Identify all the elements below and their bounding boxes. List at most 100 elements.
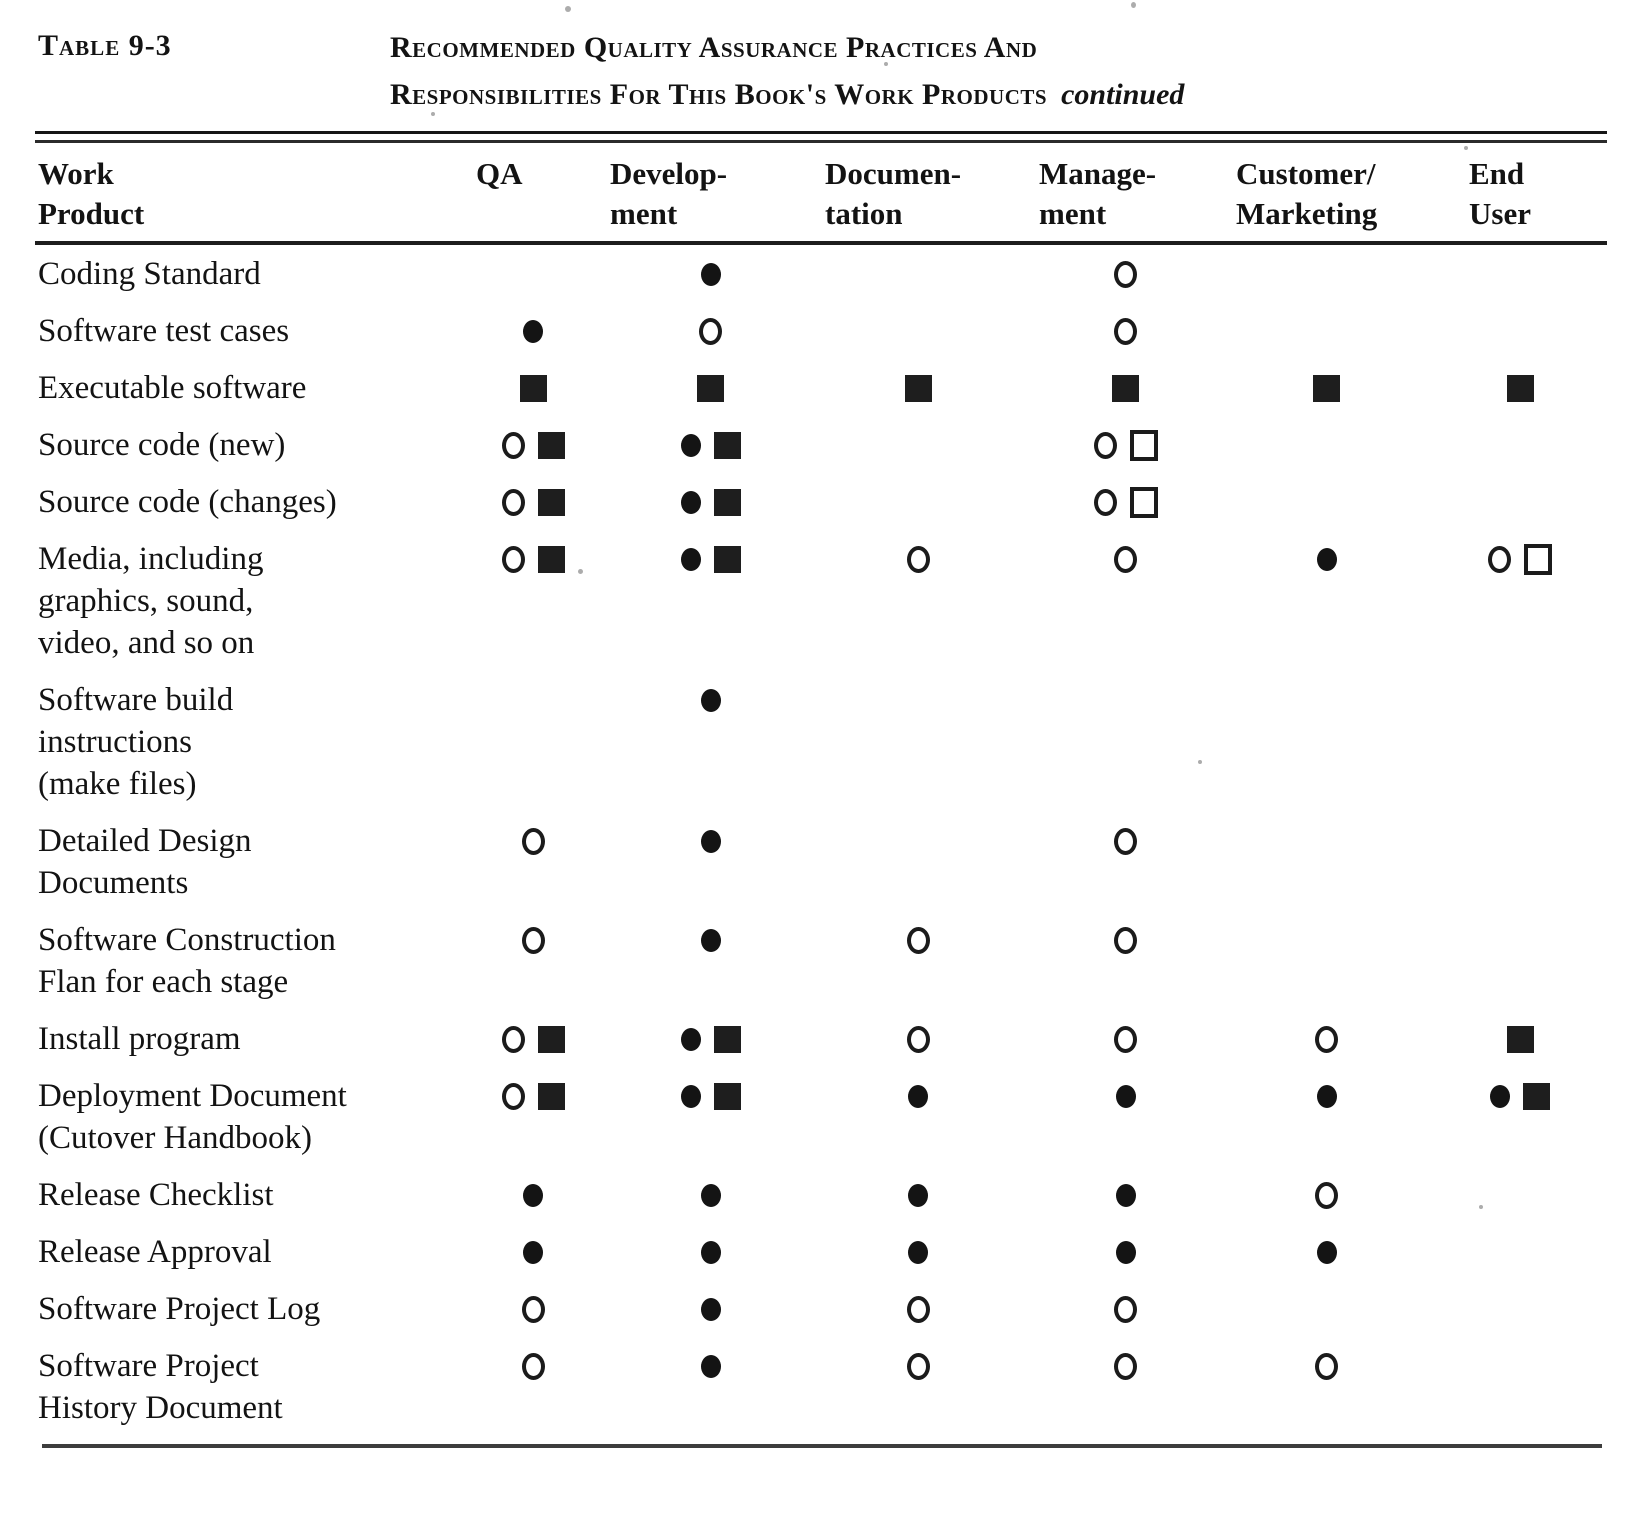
symbol-cell-end [1425,253,1615,295]
circle-open-icon [521,827,545,855]
table-row: Software Project Log [38,1288,1642,1330]
symbol-cell-qa [458,538,608,580]
symbol-cell-dev [608,820,813,862]
table-row: Software test cases [38,310,1642,352]
square-filled-icon [537,1082,565,1110]
symbol-cell-doc [813,919,1023,961]
header-rule [35,241,1607,245]
table-row: Source code (changes) [38,481,1642,523]
symbol-cell-qa [458,481,608,523]
circle-open-icon [1114,1352,1137,1380]
circle-open-icon [1315,1181,1338,1209]
symbol-cell-end [1425,1345,1615,1387]
column-header-development: Develop- ment [610,156,728,231]
symbol-cell-end [1425,820,1615,862]
work-product-name: Software build instructions (make files) [38,682,234,802]
table-row: Media, including graphics, sound, video,… [38,538,1642,664]
square-filled-icon [537,431,565,459]
table-row: Detailed Design Documents [38,820,1642,904]
circle-open-icon [501,431,525,459]
symbol-cell-dev [608,1231,813,1273]
table-title-line2-wrap: Responsibilities For This Book's Work Pr… [390,71,1184,118]
circle-filled-icon [1115,1240,1136,1264]
symbol-cell-dev [608,481,813,523]
symbol-cell-doc [813,1018,1023,1060]
circle-filled-icon [1490,1084,1510,1108]
scan-speckle [884,62,888,66]
circle-open-icon [1093,431,1117,459]
symbol-cell-mgmt [1023,820,1228,862]
symbol-cell-doc [813,820,1023,862]
work-product-name: Source code (changes) [38,484,337,520]
square-filled-icon [1313,374,1340,402]
circle-open-icon [1114,260,1137,288]
table-row: Release Checklist [38,1174,1642,1216]
circle-open-icon [1114,1025,1137,1053]
symbol-cell-cust [1228,1288,1425,1330]
circle-filled-icon [680,547,701,571]
symbol-cell-dev [608,919,813,961]
symbol-cell-dev [608,1018,813,1060]
symbol-cell-cust [1228,1075,1425,1117]
circle-filled-icon [700,262,721,286]
symbol-cell-dev [608,310,813,352]
table-number-label: Table 9-3 [38,29,172,62]
work-product-name: Detailed Design Documents [38,823,252,901]
table-row: Source code (new) [38,424,1642,466]
circle-open-icon [1093,488,1117,516]
circle-open-icon [501,488,525,516]
symbol-cell-qa [458,1018,608,1060]
scan-speckle [565,6,571,12]
symbol-cell-mgmt [1023,1288,1228,1330]
symbol-cell-end [1425,310,1615,352]
square-filled-icon [713,488,741,516]
symbol-cell-dev [608,1174,813,1216]
square-open-icon [1129,486,1158,518]
symbol-cell-doc [813,1174,1023,1216]
circle-filled-icon [1115,1084,1136,1108]
symbol-cell-qa [458,253,608,295]
symbol-cell-doc [813,1345,1023,1387]
symbol-cell-mgmt [1023,1018,1228,1060]
column-header-documentation: Documen- tation [825,156,962,231]
symbol-cell-dev [608,253,813,295]
table-row: Software build instructions (make files) [38,679,1642,805]
work-product-name: Software Project History Document [38,1348,283,1426]
symbol-cell-cust [1228,1018,1425,1060]
circle-filled-icon [1316,547,1337,571]
table-title: Recommended Quality Assurance Practices … [390,24,1184,118]
column-header-qa: QA [476,156,523,191]
table-row: Deployment Document (Cutover Handbook) [38,1075,1642,1159]
symbol-cell-mgmt [1023,919,1228,961]
circle-filled-icon [700,1354,721,1378]
table-row: Release Approval [38,1231,1642,1273]
symbol-cell-mgmt [1023,1231,1228,1273]
title-block: Table 9-3 Recommended Quality Assurance … [38,24,1642,118]
circle-open-icon [906,1352,930,1380]
symbol-cell-doc [813,538,1023,580]
bottom-rule [42,1444,1602,1448]
circle-open-icon [1114,317,1137,345]
scanned-page: Table 9-3 Recommended Quality Assurance … [35,24,1642,1448]
symbol-cell-doc [813,253,1023,295]
circle-filled-icon [908,1240,928,1264]
square-filled-icon [1112,374,1139,402]
square-open-icon [1524,543,1552,575]
symbol-cell-dev [608,1288,813,1330]
circle-open-icon [906,545,930,573]
circle-filled-icon [908,1084,928,1108]
circle-open-icon [501,1082,525,1110]
symbol-cell-mgmt [1023,367,1228,409]
table-title-line1: Recommended Quality Assurance Practices … [390,31,1038,64]
column-header-work-product: Work Product [38,156,145,231]
table-row: Coding Standard [38,253,1642,295]
symbol-cell-qa [458,367,608,409]
symbol-cell-cust [1228,310,1425,352]
circle-filled-icon [700,1297,721,1321]
continued-label: continued [1061,78,1185,111]
circle-open-icon [906,1025,930,1053]
circle-filled-icon [700,1183,721,1207]
symbol-cell-cust [1228,481,1425,523]
symbol-cell-end [1425,919,1615,961]
symbol-cell-mgmt [1023,1174,1228,1216]
